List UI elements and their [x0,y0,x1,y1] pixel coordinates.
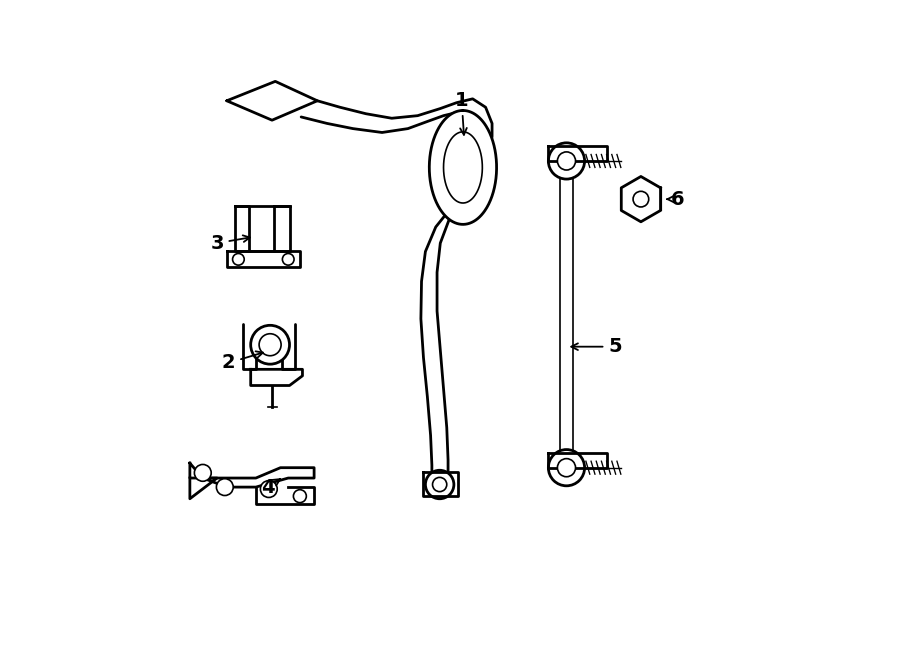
Circle shape [433,477,446,492]
Polygon shape [243,324,294,369]
Circle shape [259,334,281,356]
Polygon shape [621,176,661,222]
Polygon shape [227,251,300,267]
Text: 1: 1 [454,91,469,135]
Polygon shape [190,463,314,487]
Circle shape [194,465,212,481]
Text: 4: 4 [261,478,280,496]
Polygon shape [190,478,217,499]
Polygon shape [274,206,290,251]
Polygon shape [548,453,607,468]
Circle shape [548,449,585,486]
Circle shape [548,143,585,179]
Text: 6: 6 [667,190,685,209]
Circle shape [557,459,575,477]
Polygon shape [251,369,302,385]
Circle shape [283,254,294,265]
Text: 5: 5 [572,337,622,356]
Circle shape [293,490,306,502]
Circle shape [216,479,233,496]
Circle shape [232,254,244,265]
Circle shape [633,191,649,207]
Polygon shape [424,471,458,496]
Circle shape [557,152,575,170]
Circle shape [251,325,290,364]
Polygon shape [429,110,497,224]
Text: 3: 3 [211,233,250,253]
Circle shape [426,470,454,499]
Polygon shape [548,146,607,161]
Polygon shape [235,206,249,251]
Circle shape [260,481,277,498]
Polygon shape [227,81,318,120]
Text: 2: 2 [222,351,263,372]
Polygon shape [256,487,314,504]
